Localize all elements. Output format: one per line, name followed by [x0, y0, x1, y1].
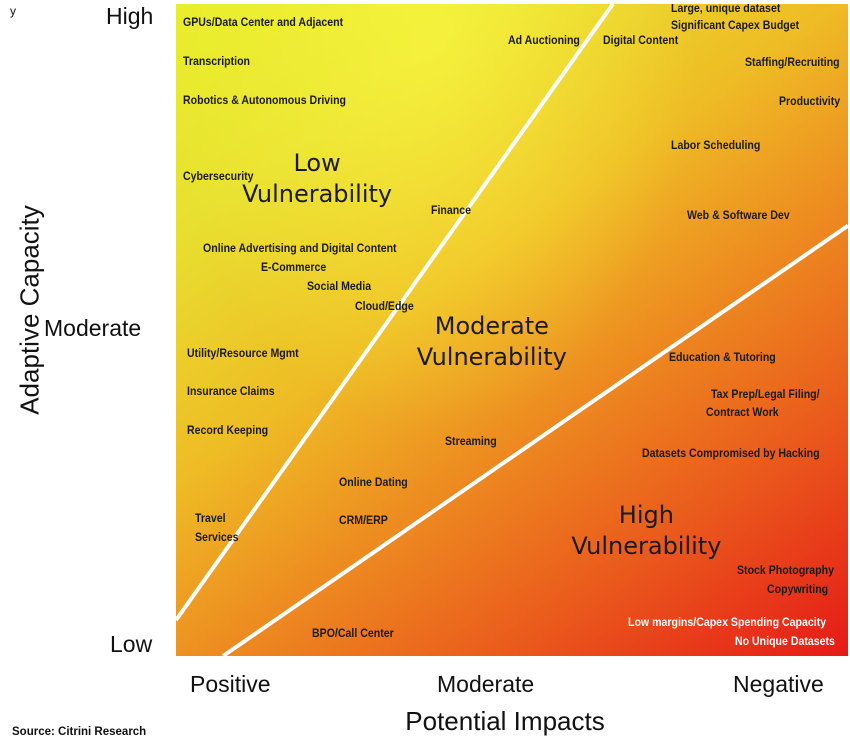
source-note: Source: Citrini Research [12, 726, 147, 738]
zone-label-line: Vulnerability [416, 343, 567, 372]
point-label: Cybersecurity [182, 171, 254, 184]
point-label: Low margins/Capex Spending Capacity [628, 617, 827, 630]
point-label: Insurance Claims [186, 386, 275, 399]
point-label: Record Keeping [186, 424, 268, 437]
point-label: GPUs/Data Center and Adjacent [182, 16, 343, 29]
point-label: Robotics & Autonomous Driving [182, 94, 346, 107]
point-label: Cloud/Edge [354, 301, 414, 314]
point-label: BPO/Call Center [311, 628, 394, 641]
y-tick-low: Low [110, 631, 153, 657]
zone-label-line: Vulnerability [242, 180, 393, 209]
x-tick-moderate: Moderate [437, 671, 535, 697]
point-label: Utility/Resource Mgmt [186, 347, 299, 360]
point-label: Datasets Compromised by Hacking [642, 448, 820, 461]
point-label: Labor Scheduling [671, 139, 761, 152]
point-label: Web & Software Dev [686, 209, 790, 222]
zone-label: Moderate Vulnerability [402, 311, 582, 373]
point-label: E-Commerce [260, 262, 326, 275]
point-label: Digital Content [603, 35, 679, 48]
zone-label-line: Vulnerability [571, 532, 722, 561]
point-label: Contract Work [706, 407, 779, 420]
plot-area: Low Vulnerability Moderate Vulnerability Hig… [176, 4, 848, 656]
point-label: Social Media [307, 280, 372, 293]
point-label: Education & Tutoring [669, 351, 777, 364]
point-label: Online Advertising and Digital Content [202, 242, 397, 255]
point-label: Streaming [444, 435, 497, 448]
x-tick-negative: Negative [733, 671, 824, 697]
point-label: Services [195, 531, 240, 544]
point-label: Significant Capex Budget [671, 20, 800, 33]
x-axis-title: Potential Impacts [405, 706, 605, 736]
point-label: Finance [431, 204, 472, 217]
boundary-line-1 [176, 4, 615, 622]
zone-label-line: High [618, 501, 674, 530]
zone-label-line: Low [293, 149, 341, 178]
corner-label: y [10, 4, 16, 18]
zone-label: Low Vulnerability [227, 148, 407, 210]
x-tick-positive: Positive [190, 671, 271, 697]
point-label: Online Dating [338, 476, 408, 489]
y-tick-high: High [106, 3, 154, 29]
point-label: Transcription [182, 55, 250, 68]
boundary-line-2 [221, 224, 848, 656]
point-label: Large, unique dataset [671, 4, 781, 15]
plot-background [176, 4, 848, 656]
point-label: Tax Prep/Legal Filing/ [710, 388, 820, 401]
y-tick-moderate: Moderate [44, 315, 142, 341]
point-label: Staffing/Recruiting [745, 56, 840, 69]
zone-label: High Vulnerability [556, 500, 736, 562]
point-label: Productivity [778, 96, 840, 109]
point-label: Copywriting [767, 583, 829, 596]
y-axis-title: Adaptive Capacity [14, 205, 45, 415]
zone-label-line: Moderate [434, 312, 549, 341]
point-label: No Unique Datasets [735, 635, 836, 648]
point-label: Stock Photography [737, 564, 835, 577]
point-label: CRM/ERP [338, 514, 388, 527]
point-label: Ad Auctioning [507, 35, 580, 48]
point-label: Travel [195, 512, 227, 525]
boundary-lines [176, 4, 848, 656]
